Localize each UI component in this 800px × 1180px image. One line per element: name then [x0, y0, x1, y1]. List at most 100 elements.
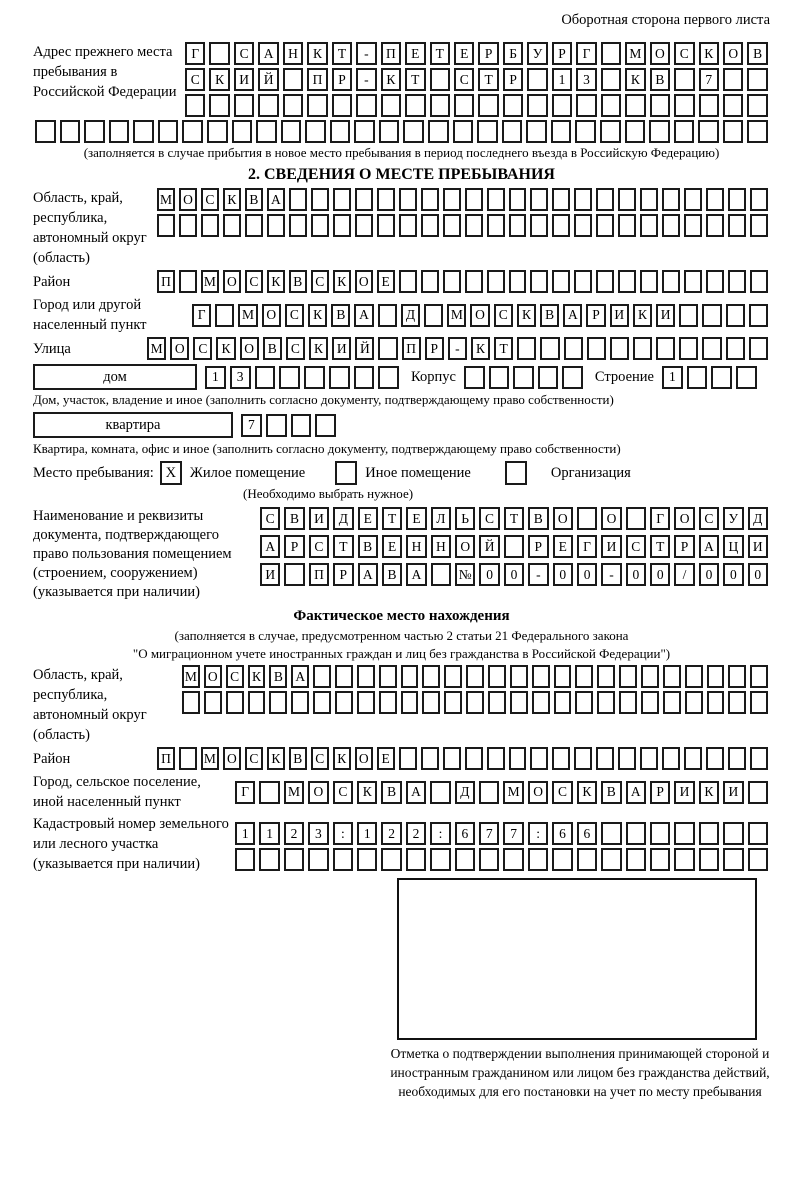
char-cell[interactable]: Е: [453, 42, 475, 65]
char-cell[interactable]: [335, 665, 353, 688]
char-cell[interactable]: [640, 270, 659, 293]
char-cell[interactable]: Й: [479, 535, 500, 558]
char-cell[interactable]: [378, 665, 397, 688]
char-cell[interactable]: В: [528, 507, 549, 530]
char-cell[interactable]: К: [266, 747, 285, 770]
char-cell[interactable]: [222, 214, 241, 237]
char-cell[interactable]: 0: [552, 563, 573, 586]
char-cell[interactable]: [403, 120, 424, 143]
char-cell[interactable]: [597, 691, 616, 714]
char-cell[interactable]: -: [601, 563, 622, 586]
char-cell[interactable]: [698, 848, 720, 871]
char-cell[interactable]: С: [479, 507, 500, 530]
char-cell[interactable]: [706, 691, 725, 714]
char-cell[interactable]: М: [182, 665, 200, 688]
char-cell[interactable]: Т: [331, 42, 353, 65]
char-cell[interactable]: [182, 691, 200, 714]
char-cell[interactable]: [748, 337, 768, 360]
char-cell[interactable]: 7: [503, 822, 524, 845]
char-cell[interactable]: [526, 120, 547, 143]
char-cell[interactable]: [288, 214, 307, 237]
char-cell[interactable]: [698, 94, 719, 117]
char-cell[interactable]: А: [698, 535, 720, 558]
char-cell[interactable]: /: [674, 563, 695, 586]
char-cell[interactable]: 3: [229, 365, 251, 389]
char-cell[interactable]: [464, 747, 483, 770]
char-cell[interactable]: К: [698, 780, 720, 804]
char-cell[interactable]: [332, 848, 354, 871]
char-cell[interactable]: [307, 94, 328, 117]
char-cell[interactable]: [684, 188, 703, 211]
char-cell[interactable]: П: [157, 747, 175, 770]
char-cell[interactable]: Й: [355, 337, 375, 360]
char-cell[interactable]: О: [470, 303, 490, 327]
char-cell[interactable]: [574, 188, 593, 211]
char-cell[interactable]: [466, 665, 485, 688]
char-cell[interactable]: [531, 691, 550, 714]
char-cell[interactable]: К: [357, 780, 378, 804]
char-cell[interactable]: [420, 188, 439, 211]
char-cell[interactable]: С: [225, 665, 244, 688]
char-cell[interactable]: О: [170, 337, 190, 360]
char-cell[interactable]: С: [244, 747, 263, 770]
char-cell[interactable]: О: [674, 507, 695, 530]
char-cell[interactable]: [420, 214, 439, 237]
char-cell[interactable]: [282, 68, 304, 91]
char-cell[interactable]: К: [222, 188, 241, 211]
char-cell[interactable]: [576, 94, 597, 117]
char-cell[interactable]: С: [625, 535, 646, 558]
char-cell[interactable]: П: [157, 270, 175, 293]
char-cell[interactable]: С: [552, 780, 573, 804]
char-cell[interactable]: [706, 747, 725, 770]
char-cell[interactable]: [378, 120, 400, 143]
char-cell[interactable]: А: [625, 780, 646, 804]
char-cell[interactable]: С: [185, 68, 206, 91]
char-cell[interactable]: К: [516, 303, 537, 327]
char-cell[interactable]: Б: [502, 42, 524, 65]
char-cell[interactable]: С: [244, 270, 263, 293]
char-cell[interactable]: [748, 303, 769, 327]
char-cell[interactable]: К: [380, 68, 402, 91]
char-cell[interactable]: [728, 747, 747, 770]
char-cell[interactable]: [452, 120, 474, 143]
char-cell[interactable]: И: [609, 303, 629, 327]
char-cell[interactable]: А: [405, 780, 427, 804]
char-cell[interactable]: [420, 747, 439, 770]
char-cell[interactable]: [442, 214, 461, 237]
char-cell[interactable]: К: [625, 68, 646, 91]
char-cell[interactable]: Е: [376, 270, 395, 293]
char-cell[interactable]: М: [238, 303, 258, 327]
char-cell[interactable]: [308, 848, 329, 871]
char-cell[interactable]: [684, 270, 703, 293]
char-cell[interactable]: -: [356, 42, 377, 65]
char-cell[interactable]: В: [540, 303, 560, 327]
char-cell[interactable]: [256, 120, 277, 143]
char-cell[interactable]: [509, 691, 528, 714]
prev-address-row-3[interactable]: [183, 94, 770, 117]
char-cell[interactable]: Т: [381, 507, 403, 530]
char-cell[interactable]: [429, 94, 450, 117]
char-cell[interactable]: Р: [478, 42, 499, 65]
char-cell[interactable]: В: [284, 507, 305, 530]
char-cell[interactable]: [723, 822, 744, 845]
char-cell[interactable]: [698, 822, 720, 845]
document-row-3[interactable]: И П Р А В А № 0 0-0 0-0 0/0 0 0: [258, 563, 770, 586]
char-cell[interactable]: А: [357, 563, 378, 586]
char-cell[interactable]: 7: [241, 413, 262, 437]
char-cell[interactable]: И: [308, 507, 330, 530]
char-cell[interactable]: М: [447, 303, 467, 327]
char-cell[interactable]: [517, 337, 537, 360]
char-cell[interactable]: [503, 848, 524, 871]
char-cell[interactable]: М: [157, 188, 175, 211]
char-cell[interactable]: 3: [576, 68, 597, 91]
char-cell[interactable]: Н: [430, 535, 451, 558]
char-cell[interactable]: С: [453, 68, 475, 91]
char-cell[interactable]: В: [747, 42, 768, 65]
char-cell[interactable]: М: [200, 747, 219, 770]
char-cell[interactable]: [313, 691, 332, 714]
char-cell[interactable]: Т: [333, 535, 354, 558]
char-cell[interactable]: [540, 337, 560, 360]
